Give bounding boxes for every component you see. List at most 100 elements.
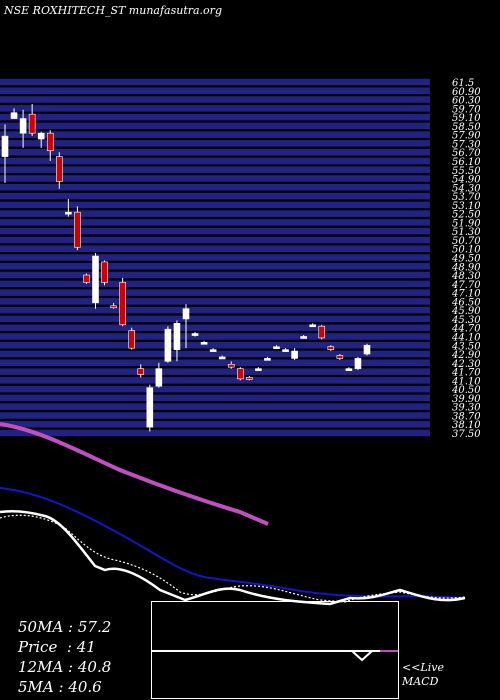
bull-candle-body (209, 349, 217, 352)
ma5-line (0, 509, 466, 606)
bear-candle-body (55, 156, 63, 182)
y-tick-label: 42.90 (451, 350, 481, 361)
bear-candle-body (83, 274, 90, 283)
y-tick-label: 52.50 (452, 210, 481, 221)
candle (273, 345, 280, 350)
bull-candle-body (37, 132, 45, 140)
candle (309, 323, 317, 328)
candle (363, 343, 371, 356)
candle (37, 131, 45, 148)
candle (327, 345, 335, 352)
candle (255, 367, 262, 371)
bear-candle-body (227, 363, 235, 368)
y-tick-label: 47.70 (451, 280, 481, 291)
y-tick-label: 51.90 (452, 218, 481, 229)
y-tick-label: 47.10 (451, 289, 481, 300)
candle (300, 335, 307, 339)
candle (110, 302, 117, 309)
y-tick-label: 41.70 (451, 368, 481, 379)
bull-candle-body (309, 324, 317, 328)
candle (101, 260, 108, 286)
bull-candle-body (218, 356, 226, 360)
bear-candle-body (237, 368, 244, 380)
bull-candle-body (19, 118, 27, 134)
candle (264, 356, 271, 361)
bull-candle-body (363, 344, 371, 355)
candle (137, 364, 145, 378)
y-tick-label: 59.10 (452, 113, 481, 124)
candle (246, 375, 253, 381)
bull-candle-body (1, 135, 9, 157)
y-tick-label: 40.50 (451, 385, 481, 396)
bull-candle-body (173, 323, 181, 350)
y-tick-label: 48.90 (451, 262, 481, 273)
bull-candle-body (191, 333, 199, 336)
y-tick-label: 56.10 (452, 157, 481, 168)
candle (354, 356, 362, 371)
y-tick-label: 57.30 (452, 139, 481, 150)
y-tick-label: 60.30 (452, 96, 481, 107)
y-tick-label: 46.50 (451, 297, 481, 308)
bear-candle-body (46, 132, 54, 152)
candle (28, 103, 36, 137)
bear-candle-body (246, 377, 253, 380)
y-tick-label: 59.70 (452, 104, 481, 115)
bull-candle-body (345, 368, 353, 371)
y-tick-label: 45.30 (451, 315, 481, 326)
y-tick-label: 57.90 (452, 131, 481, 142)
y-tick-label: 54.30 (452, 183, 481, 194)
candle (209, 348, 217, 352)
candle (10, 108, 18, 119)
y-tick-label: 53.10 (452, 201, 481, 212)
candle (92, 253, 99, 309)
candle (345, 367, 353, 371)
y-tick-label: 58.50 (452, 122, 481, 133)
bear-candle-body (74, 211, 81, 248)
candle (173, 320, 181, 362)
macd-legend: <<Live MACD (402, 661, 444, 689)
candle (65, 199, 72, 217)
y-tick-label: 39.90 (452, 394, 481, 405)
bull-candle-body (273, 346, 280, 350)
bear-candle-body (128, 330, 135, 349)
bull-candle-body (92, 255, 99, 304)
ma12-stat: 12MA : 40.8 (18, 658, 112, 676)
bull-candle-body (164, 328, 172, 362)
y-tick-label: 37.50 (452, 429, 481, 440)
bear-candle-body (119, 282, 126, 326)
y-axis-ticks: 61.560.9060.3059.7059.1058.5057.9057.305… (451, 78, 481, 440)
ma20-line (0, 487, 466, 599)
bear-candle-body (336, 355, 344, 359)
y-tick-label: 43.50 (451, 341, 481, 352)
bear-candle-body (137, 368, 145, 375)
y-tick-label: 54.90 (452, 175, 481, 186)
bull-candle-body (200, 342, 208, 345)
y-tick-label: 38.70 (452, 411, 481, 422)
bull-candle-body (255, 368, 262, 371)
candle (291, 348, 298, 360)
candle (19, 109, 27, 148)
chart-title: NSE ROXHITECH_ST munafasutra.org (4, 4, 222, 17)
live-label: <<Live (402, 661, 444, 674)
bull-candle-body (354, 358, 362, 369)
candle (146, 384, 154, 432)
bull-candle-body (291, 350, 298, 359)
macd-label: MACD (402, 675, 439, 688)
y-tick-label: 48.30 (451, 271, 481, 282)
bull-candle-body (264, 358, 271, 361)
candle (128, 327, 135, 350)
bear-candle-body (318, 325, 326, 339)
y-tick-label: 49.50 (451, 254, 481, 265)
y-tick-label: 55.50 (452, 166, 481, 177)
y-tick-label: 41.10 (451, 376, 481, 387)
y-tick-label: 44.70 (451, 324, 481, 335)
candles (1, 103, 371, 432)
y-tick-label: 42.30 (451, 359, 481, 370)
bull-candle-body (10, 112, 18, 119)
y-tick-label: 50.70 (452, 236, 481, 247)
candle (119, 277, 126, 327)
y-tick-label: 53.70 (452, 192, 481, 203)
y-tick-label: 56.70 (452, 148, 481, 159)
candle (318, 324, 326, 340)
candle (218, 355, 226, 360)
